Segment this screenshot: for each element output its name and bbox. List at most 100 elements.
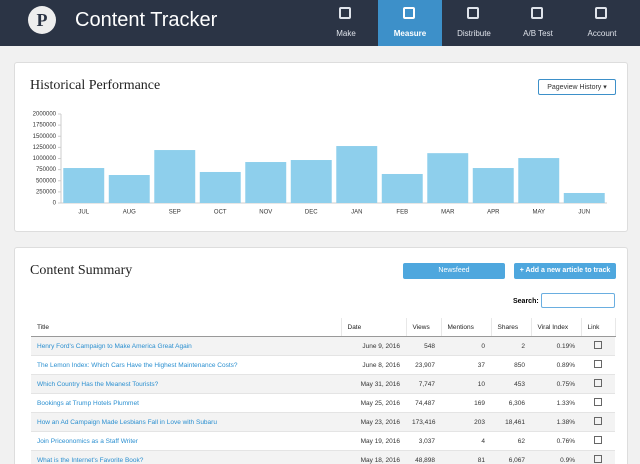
cell: 173,416 [406, 412, 441, 432]
chart: 0 250000 500000 750000 1000000 1250000 1500000… [33, 112, 607, 216]
cell: 2 [491, 336, 531, 356]
cell: 0.75% [531, 374, 581, 394]
column-header[interactable]: Shares [491, 318, 532, 337]
y-tick-label: 1500000 [33, 134, 57, 140]
cell: 10 [441, 374, 491, 394]
article-title[interactable]: The Lemon Index: Which Cars Have the Hig… [31, 355, 341, 375]
article-title[interactable]: Which Country Has the Meanest Tourists? [31, 374, 341, 394]
table-row: Bookings at Trump Hotels Plummet May 25, … [31, 393, 615, 413]
table-row: How an Ad Campaign Made Lesbians Fall in… [31, 412, 615, 432]
bar [154, 150, 196, 203]
y-tick-label: 500000 [36, 178, 57, 184]
content-table: Title Date Views Mentions Shares Viral Index L… [31, 318, 616, 464]
cell: 203 [441, 412, 491, 432]
button-label: + Add a new article to track [519, 267, 611, 274]
nav-item[interactable]: Account [570, 0, 634, 46]
nav-label: Measure [393, 29, 427, 38]
external-link-icon[interactable] [594, 379, 602, 387]
search-input[interactable] [541, 293, 615, 308]
nav-label: A/B Test [523, 29, 553, 38]
article-title[interactable]: Join Priceonomics as a Staff Writer [31, 431, 341, 451]
bar [381, 173, 423, 203]
cell: 18,461 [491, 412, 531, 432]
link-cell [581, 431, 615, 451]
cell: 37 [441, 355, 491, 375]
x-tick-label: SEP [169, 210, 181, 216]
external-link-icon[interactable] [594, 398, 602, 406]
dropdown-label: Pageview History [547, 84, 602, 91]
cell: 81 [441, 450, 491, 464]
table-row: The Lemon Index: Which Cars Have the Hig… [31, 355, 615, 375]
x-tick-label: MAR [441, 210, 455, 216]
cell: June 8, 2016 [341, 355, 406, 375]
nav-icon [467, 7, 479, 19]
external-link-icon[interactable] [594, 455, 602, 463]
newsfeed-button[interactable]: Newsfeed [403, 263, 505, 279]
link-cell [581, 393, 615, 413]
y-tick-label: 1750000 [33, 123, 57, 129]
link-cell [581, 374, 615, 394]
table-row: Join Priceonomics as a Staff Writer May 1… [31, 431, 615, 451]
bar [427, 153, 469, 203]
button-label: Newsfeed [438, 267, 470, 274]
external-link-icon[interactable] [594, 360, 602, 368]
summary-panel: Content Summary Newsfeed + Add a new art… [14, 247, 628, 464]
y-tick-label: 250000 [36, 189, 57, 195]
y-tick-label: 2000000 [33, 112, 57, 118]
nav-label: Make [336, 29, 356, 38]
external-link-icon[interactable] [594, 341, 602, 349]
table-row: Henry Ford's Campaign to Make America Gr… [31, 336, 615, 356]
nav-icon [403, 7, 415, 19]
column-header[interactable]: Title [31, 318, 342, 337]
panel-title: Content Summary [30, 263, 133, 278]
x-tick-label: JUL [78, 210, 89, 216]
article-title[interactable]: How an Ad Campaign Made Lesbians Fall in… [31, 412, 341, 432]
top-bar: P Content Tracker Make Measure Distribute A… [0, 0, 640, 46]
cell: May 23, 2016 [341, 412, 406, 432]
bar [199, 171, 241, 203]
column-header[interactable]: Viral Index [531, 318, 582, 337]
bar [245, 162, 287, 203]
cell: May 25, 2016 [341, 393, 406, 413]
cell: 0 [441, 336, 491, 356]
article-title[interactable]: Henry Ford's Campaign to Make America Gr… [31, 336, 341, 356]
bar [563, 192, 605, 203]
bar [336, 146, 378, 203]
article-title[interactable]: Bookings at Trump Hotels Plummet [31, 393, 341, 413]
cell: 7,747 [406, 374, 441, 394]
nav-item[interactable]: Measure [378, 0, 442, 46]
panel-title: Historical Performance [30, 78, 161, 93]
nav-item[interactable]: Make [314, 0, 378, 46]
column-header[interactable]: Views [406, 318, 442, 337]
app-title: Content Tracker [75, 9, 218, 31]
cell: 62 [491, 431, 531, 451]
dropdown[interactable]: Pageview History ▾ [538, 79, 616, 95]
link-cell [581, 355, 615, 375]
nav-icon [339, 7, 351, 19]
nav-item[interactable]: Distribute [442, 0, 506, 46]
link-cell [581, 412, 615, 432]
column-header[interactable]: Date [341, 318, 407, 337]
cell: 850 [491, 355, 531, 375]
cell: 0.89% [531, 355, 581, 375]
link-cell [581, 336, 615, 356]
logo[interactable]: P [28, 6, 56, 34]
x-tick-label: APR [487, 210, 500, 216]
external-link-icon[interactable] [594, 417, 602, 425]
y-tick-label: 1250000 [33, 145, 57, 151]
bar [290, 160, 332, 203]
external-link-icon[interactable] [594, 436, 602, 444]
x-tick-label: JUN [578, 210, 590, 216]
add-article-button[interactable]: + Add a new article to track [514, 263, 616, 279]
x-tick-label: AUG [123, 210, 136, 216]
nav-item[interactable]: A/B Test [506, 0, 570, 46]
y-tick-label: 750000 [36, 167, 57, 173]
x-tick-label: OCT [214, 210, 227, 216]
cell: 453 [491, 374, 531, 394]
article-title[interactable]: What is the Internet's Favorite Book? [31, 450, 341, 464]
column-header[interactable]: Link [581, 318, 616, 337]
column-header[interactable]: Mentions [441, 318, 492, 337]
table-row: What is the Internet's Favorite Book? May… [31, 450, 615, 464]
link-cell [581, 450, 615, 464]
x-tick-label: JAN [351, 210, 362, 216]
